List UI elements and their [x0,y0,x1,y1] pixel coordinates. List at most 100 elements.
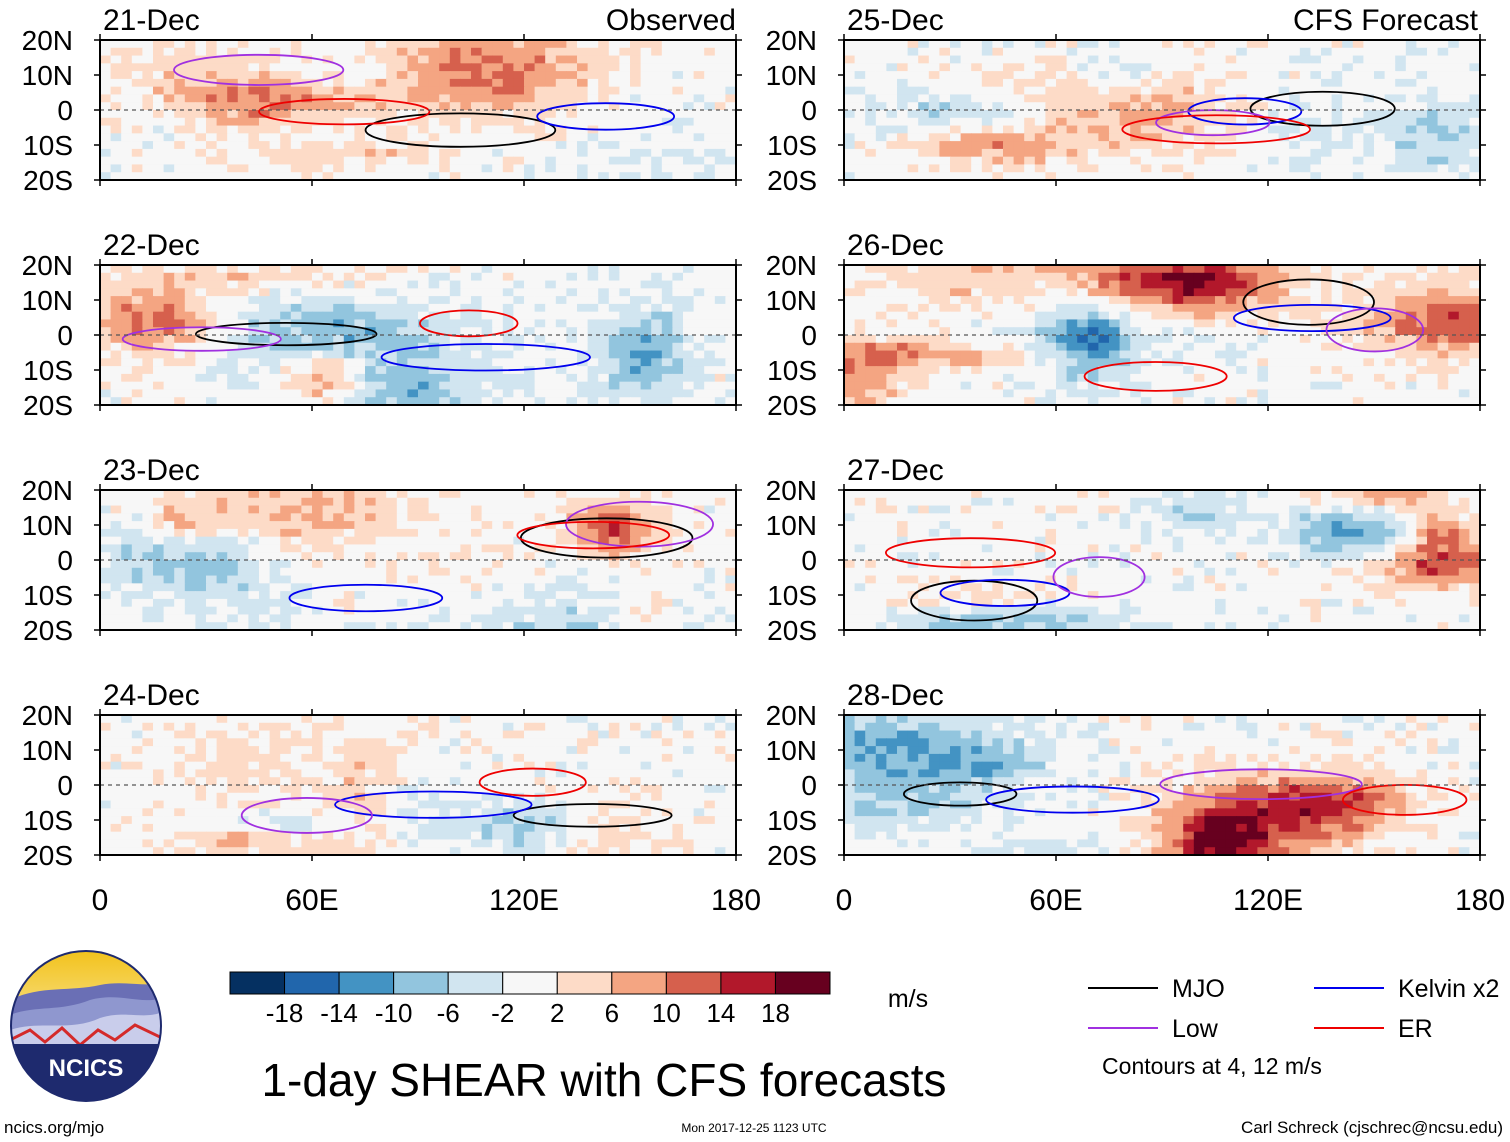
shear-cell [131,311,143,321]
shear-cell [714,800,726,809]
shear-cell [630,831,642,841]
shear-cell [714,280,726,289]
shear-cell [163,583,175,592]
shear-cell [174,296,186,305]
shear-cell [865,78,877,88]
shear-cell [683,816,695,825]
shear-cell [725,327,736,336]
shear-cell [333,397,345,405]
shear-cell [640,335,652,344]
shear-cell [587,753,599,763]
panel-date-label: 24-Dec [103,679,200,712]
shear-cell [619,567,631,577]
shear-cell [163,521,175,530]
shear-cell [121,156,133,166]
shear-cell [693,125,705,134]
shear-cell [1034,47,1046,57]
shear-cell [322,102,334,111]
shear-cell [587,47,599,57]
shear-cell [174,505,186,514]
shear-cell [1130,63,1142,72]
shear-cell [661,746,673,755]
shear-cell [1289,63,1301,72]
shear-cell [651,335,663,344]
shear-cell [269,133,281,142]
shear-cell [131,575,143,584]
shear-cell [259,614,271,623]
shear-cell [566,117,578,127]
shear-cell [471,753,483,763]
shear-cell [651,738,663,747]
shear-cell [174,141,186,150]
shear-cell [502,397,514,405]
shear-cell [524,311,536,321]
shear-cell [354,746,366,755]
shear-cell [714,614,726,623]
shear-cell [1437,94,1449,103]
shear-cell [566,133,578,142]
shear-cell [714,521,726,530]
shear-cell [121,769,133,778]
shear-cell [1236,71,1248,80]
shear-cell [407,746,419,755]
shear-cell [566,342,578,352]
contour-ER [419,309,519,338]
shear-cell [672,311,684,321]
shear-cell [396,335,408,344]
shear-cell [619,560,631,569]
shear-cell [195,753,207,763]
shear-cell [513,536,525,546]
shear-cell [322,381,334,391]
shear-cell [312,78,324,88]
shear-cell [545,358,557,367]
shear-cell [259,296,271,305]
shear-cell [545,513,557,522]
shear-cell [142,730,154,739]
shear-cell [206,342,218,352]
shear-cell [513,521,525,530]
shear-cell [598,373,610,383]
shear-cell [971,63,983,72]
shear-cell [661,148,673,158]
shear-cell [1066,40,1078,49]
shear-cell [1331,94,1343,103]
shear-cell [534,808,546,817]
shear-cell [693,792,705,802]
shear-cell [524,133,536,142]
shear-cell [343,288,355,297]
shear-cell [227,319,239,328]
shear-cell [354,753,366,763]
shear-cell [195,560,207,569]
shear-cell [195,497,207,507]
shear-cell [269,738,281,747]
shear-cell [163,366,175,375]
shear-cell [237,606,249,616]
shear-cell [269,560,281,569]
shear-cell [301,303,313,313]
shear-cell [439,47,451,57]
shear-cell [725,133,736,142]
shear-cell [280,358,292,367]
shear-cell [566,490,578,499]
shear-cell [322,397,334,405]
shear-cell [428,319,440,328]
shear-cell [460,172,472,180]
shear-cell [216,327,228,336]
shear-cell [110,785,122,794]
shear-cell [365,335,377,344]
shear-cell [513,598,525,608]
shear-cell [651,777,663,786]
shear-cell [280,497,292,507]
shear-cell [396,342,408,352]
shear-cell [534,117,546,127]
shear-cell [142,490,154,499]
shear-cell [481,303,493,313]
shear-cell [1087,102,1099,111]
shear-cell [587,808,599,817]
shear-cell [630,265,642,274]
shear-cell [174,40,186,49]
shear-cell [608,598,620,608]
shear-cell [693,358,705,367]
shear-cell [672,164,684,173]
shear-cell [608,117,620,127]
